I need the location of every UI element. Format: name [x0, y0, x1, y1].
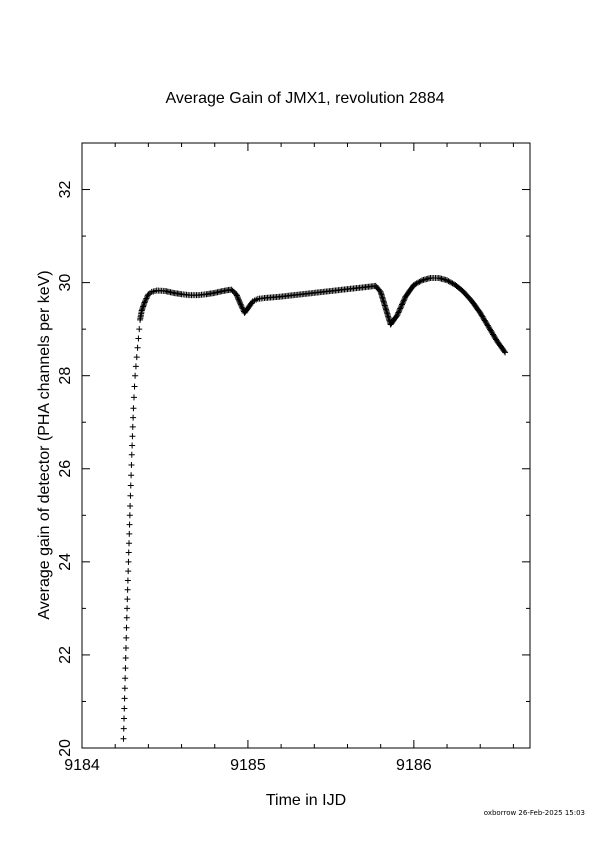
data-point [128, 451, 135, 458]
data-point [128, 472, 135, 479]
data-point [233, 291, 240, 298]
data-point [129, 433, 136, 440]
data-point [125, 568, 132, 575]
data-point [400, 298, 407, 305]
data-point [124, 577, 131, 584]
data-point [238, 302, 245, 309]
data-point [122, 655, 129, 662]
axis-ticks [81, 142, 530, 749]
data-point [399, 300, 406, 307]
data-point [121, 685, 128, 692]
data-point [122, 665, 129, 672]
data-point [399, 301, 405, 308]
data-point [396, 306, 403, 313]
data-point [502, 349, 509, 356]
footer-credit: oxborrow 26-Feb-2025 15:03 [483, 809, 585, 817]
x-axis-label: Time in IJD [266, 792, 346, 809]
data-point [124, 586, 131, 593]
data-point [417, 278, 424, 285]
x-tick-label: 9184 [64, 757, 100, 774]
y-tick-label: 32 [57, 181, 74, 199]
data-point [400, 297, 407, 304]
y-axis-label: Average gain of detector (PHA channels p… [36, 270, 53, 619]
data-point [123, 614, 130, 621]
data-point [127, 503, 134, 509]
data-point [233, 292, 240, 299]
data-point [236, 299, 243, 306]
data-point [376, 287, 383, 294]
y-tick-label: 22 [57, 646, 74, 664]
data-point [120, 735, 127, 742]
data-point [143, 295, 150, 302]
data-point [127, 492, 134, 499]
y-tick-label: 20 [57, 739, 74, 757]
data-point [126, 512, 133, 519]
data-point [132, 372, 139, 379]
data-point [136, 326, 143, 333]
data-point [126, 530, 133, 537]
y-tick-label: 28 [57, 367, 74, 385]
y-tick-label: 30 [57, 274, 74, 292]
data-point [142, 298, 149, 305]
data-point [134, 344, 141, 351]
data-point [397, 305, 404, 312]
data-point [235, 296, 242, 303]
data-point [126, 521, 133, 528]
data-point [131, 383, 138, 390]
plot-frame [81, 142, 531, 749]
data-point [394, 310, 401, 317]
data-point [396, 308, 403, 315]
data-point [238, 304, 245, 311]
data-point [133, 354, 140, 361]
data-point [135, 335, 142, 342]
data-point [124, 596, 131, 603]
x-tick-label: 9186 [396, 757, 432, 774]
data-point [121, 715, 128, 722]
data-point [395, 309, 402, 316]
data-point [234, 293, 241, 300]
chart-title: Average Gain of JMX1, revolution 2884 [166, 90, 445, 107]
data-point [237, 300, 244, 307]
data-point [129, 442, 136, 449]
data-point [239, 305, 246, 312]
data-point [129, 423, 136, 430]
data-point [123, 624, 130, 631]
y-tick-label: 24 [57, 553, 74, 571]
data-point [132, 363, 139, 370]
data-point [123, 634, 130, 641]
data-point [125, 558, 132, 565]
data-point [237, 301, 244, 308]
data-point [130, 414, 137, 421]
data-point [236, 297, 243, 304]
data-point [144, 294, 151, 301]
data-point [126, 540, 133, 547]
data-points [120, 274, 509, 742]
data-point [398, 302, 405, 309]
y-tick-label: 26 [57, 460, 74, 478]
data-point [125, 549, 132, 556]
data-point [130, 405, 137, 412]
data-point [397, 304, 404, 311]
x-tick-label: 9185 [230, 757, 266, 774]
data-point [130, 394, 137, 401]
data-point [120, 725, 127, 732]
data-point [401, 296, 408, 303]
data-point [234, 295, 241, 302]
data-point [142, 296, 149, 303]
data-point [121, 705, 128, 712]
data-point [501, 348, 508, 355]
data-point [128, 462, 135, 469]
data-point [124, 605, 131, 612]
axis-tick-labels: 9184 9185 9186 20 22 24 26 28 30 32 [57, 181, 432, 774]
data-point [122, 675, 129, 682]
data-point [121, 695, 128, 702]
data-point [127, 482, 134, 489]
data-point [394, 312, 401, 319]
data-point [122, 644, 129, 651]
